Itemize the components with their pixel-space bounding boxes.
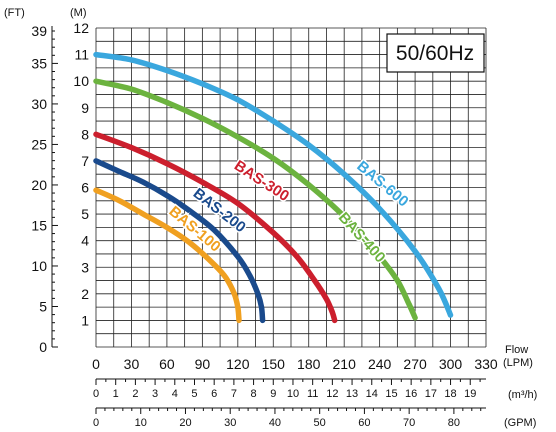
x-gpm-tick-label: 40 xyxy=(269,417,281,429)
x-unit-lpm: (LPM) xyxy=(503,357,533,369)
grid xyxy=(95,27,487,348)
x-gpm-tick-label: 50 xyxy=(314,417,326,429)
y-right-tick-label: 3 xyxy=(81,259,89,275)
y-left-tick-label: 35 xyxy=(31,55,47,71)
series-line-bas-200 xyxy=(93,158,266,324)
x-m3h-tick-label: 13 xyxy=(346,388,358,400)
y-right-tick-label: 2 xyxy=(81,286,89,302)
x-lpm-tick-label: 240 xyxy=(368,356,392,372)
x-m3h-tick-label: 5 xyxy=(191,388,197,400)
x-m3h-tick-label: 11 xyxy=(307,388,318,400)
x-m3h-tick-label: 10 xyxy=(287,388,299,400)
x-gpm-tick-label: 20 xyxy=(179,417,191,429)
x-lpm-tick-label: 210 xyxy=(333,356,357,372)
y-right-tick-label: 6 xyxy=(81,180,89,196)
frequency-label: 50/60Hz xyxy=(396,42,474,65)
y-left-tick-label: 20 xyxy=(31,177,47,193)
frequency-box xyxy=(386,33,485,73)
x-m3h-tick-label: 18 xyxy=(444,388,456,400)
y-left-tick-label: 0 xyxy=(39,339,47,355)
x-m3h-tick-label: 12 xyxy=(326,388,338,400)
x-m3h-tick-label: 14 xyxy=(366,388,378,400)
x-m3h-tick-label: 16 xyxy=(405,388,417,400)
x-m3h-tick-label: 17 xyxy=(425,388,437,400)
x-lpm-tick-label: 90 xyxy=(195,356,211,372)
x-gpm-tick-label: 80 xyxy=(448,417,460,429)
y-left-tick-label: 5 xyxy=(39,298,47,314)
x-unit-m3h: (m³/h) xyxy=(508,389,537,401)
x-m3h-tick-label: 2 xyxy=(132,388,138,400)
x-lpm-tick-label: 120 xyxy=(226,356,250,372)
y-right-unit: (M) xyxy=(70,7,87,19)
x-lpm-tick-label: 60 xyxy=(159,356,175,372)
y-right-tick-label: 10 xyxy=(73,73,89,89)
y-right-tick-label: 5 xyxy=(81,206,89,222)
y-right-tick-label: 9 xyxy=(81,100,89,116)
x-m3h-tick-label: 15 xyxy=(385,388,397,400)
x-lpm-tick-label: 0 xyxy=(92,356,100,372)
x-m3h-tick-label: 6 xyxy=(211,388,217,400)
series-layer xyxy=(93,51,454,324)
x-m3h-tick-label: 19 xyxy=(464,388,476,400)
x-lpm-tick-label: 270 xyxy=(403,356,427,372)
x-gpm-tick-label: 70 xyxy=(403,417,415,429)
x-m3h-tick-label: 8 xyxy=(251,388,257,400)
y-left-tick-label: 39 xyxy=(31,23,47,39)
y-right-tick-label: 7 xyxy=(81,153,89,169)
y-right-tick-label: 1 xyxy=(81,312,89,328)
x-lpm-tick-label: 180 xyxy=(297,356,321,372)
x-m3h-tick-label: 1 xyxy=(113,388,119,400)
y-right-tick-label: 4 xyxy=(81,233,89,249)
x-lpm-tick-label: 330 xyxy=(474,356,498,372)
x-m3h-tick-label: 9 xyxy=(270,388,276,400)
series-line-bas-400 xyxy=(93,78,418,321)
y-left-tick-label: 15 xyxy=(31,217,47,233)
x-lpm-tick-label: 150 xyxy=(262,356,286,372)
x-gpm-tick-label: 60 xyxy=(358,417,370,429)
y-left-tick-label: 25 xyxy=(31,136,47,152)
x-m3h-tick-label: 0 xyxy=(93,388,99,400)
y-right-tick-label: 8 xyxy=(81,126,89,142)
y-right-tick-label: 12 xyxy=(73,20,89,36)
x-lpm-tick-label: 30 xyxy=(124,356,140,372)
x-m3h-tick-label: 4 xyxy=(172,388,178,400)
y-right-tick-label: 11 xyxy=(74,47,89,63)
x-gpm-tick-label: 0 xyxy=(93,417,99,429)
x-m3h-tick-label: 3 xyxy=(152,388,158,400)
x-title: Flow xyxy=(505,344,528,356)
y-left-tick-label: 30 xyxy=(31,96,47,112)
x-gpm-tick-label: 30 xyxy=(224,417,236,429)
y-left-unit: (FT) xyxy=(4,7,25,19)
x-m3h-tick-label: 7 xyxy=(231,388,237,400)
series-line-bas-600 xyxy=(93,51,454,318)
series-line-bas-100 xyxy=(93,187,242,324)
series-line-bas-300 xyxy=(93,131,338,324)
y-left-tick-label: 10 xyxy=(31,258,47,274)
x-unit-gpm: (GPM) xyxy=(504,417,536,429)
x-gpm-tick-label: 10 xyxy=(135,417,147,429)
x-lpm-tick-label: 300 xyxy=(439,356,463,372)
